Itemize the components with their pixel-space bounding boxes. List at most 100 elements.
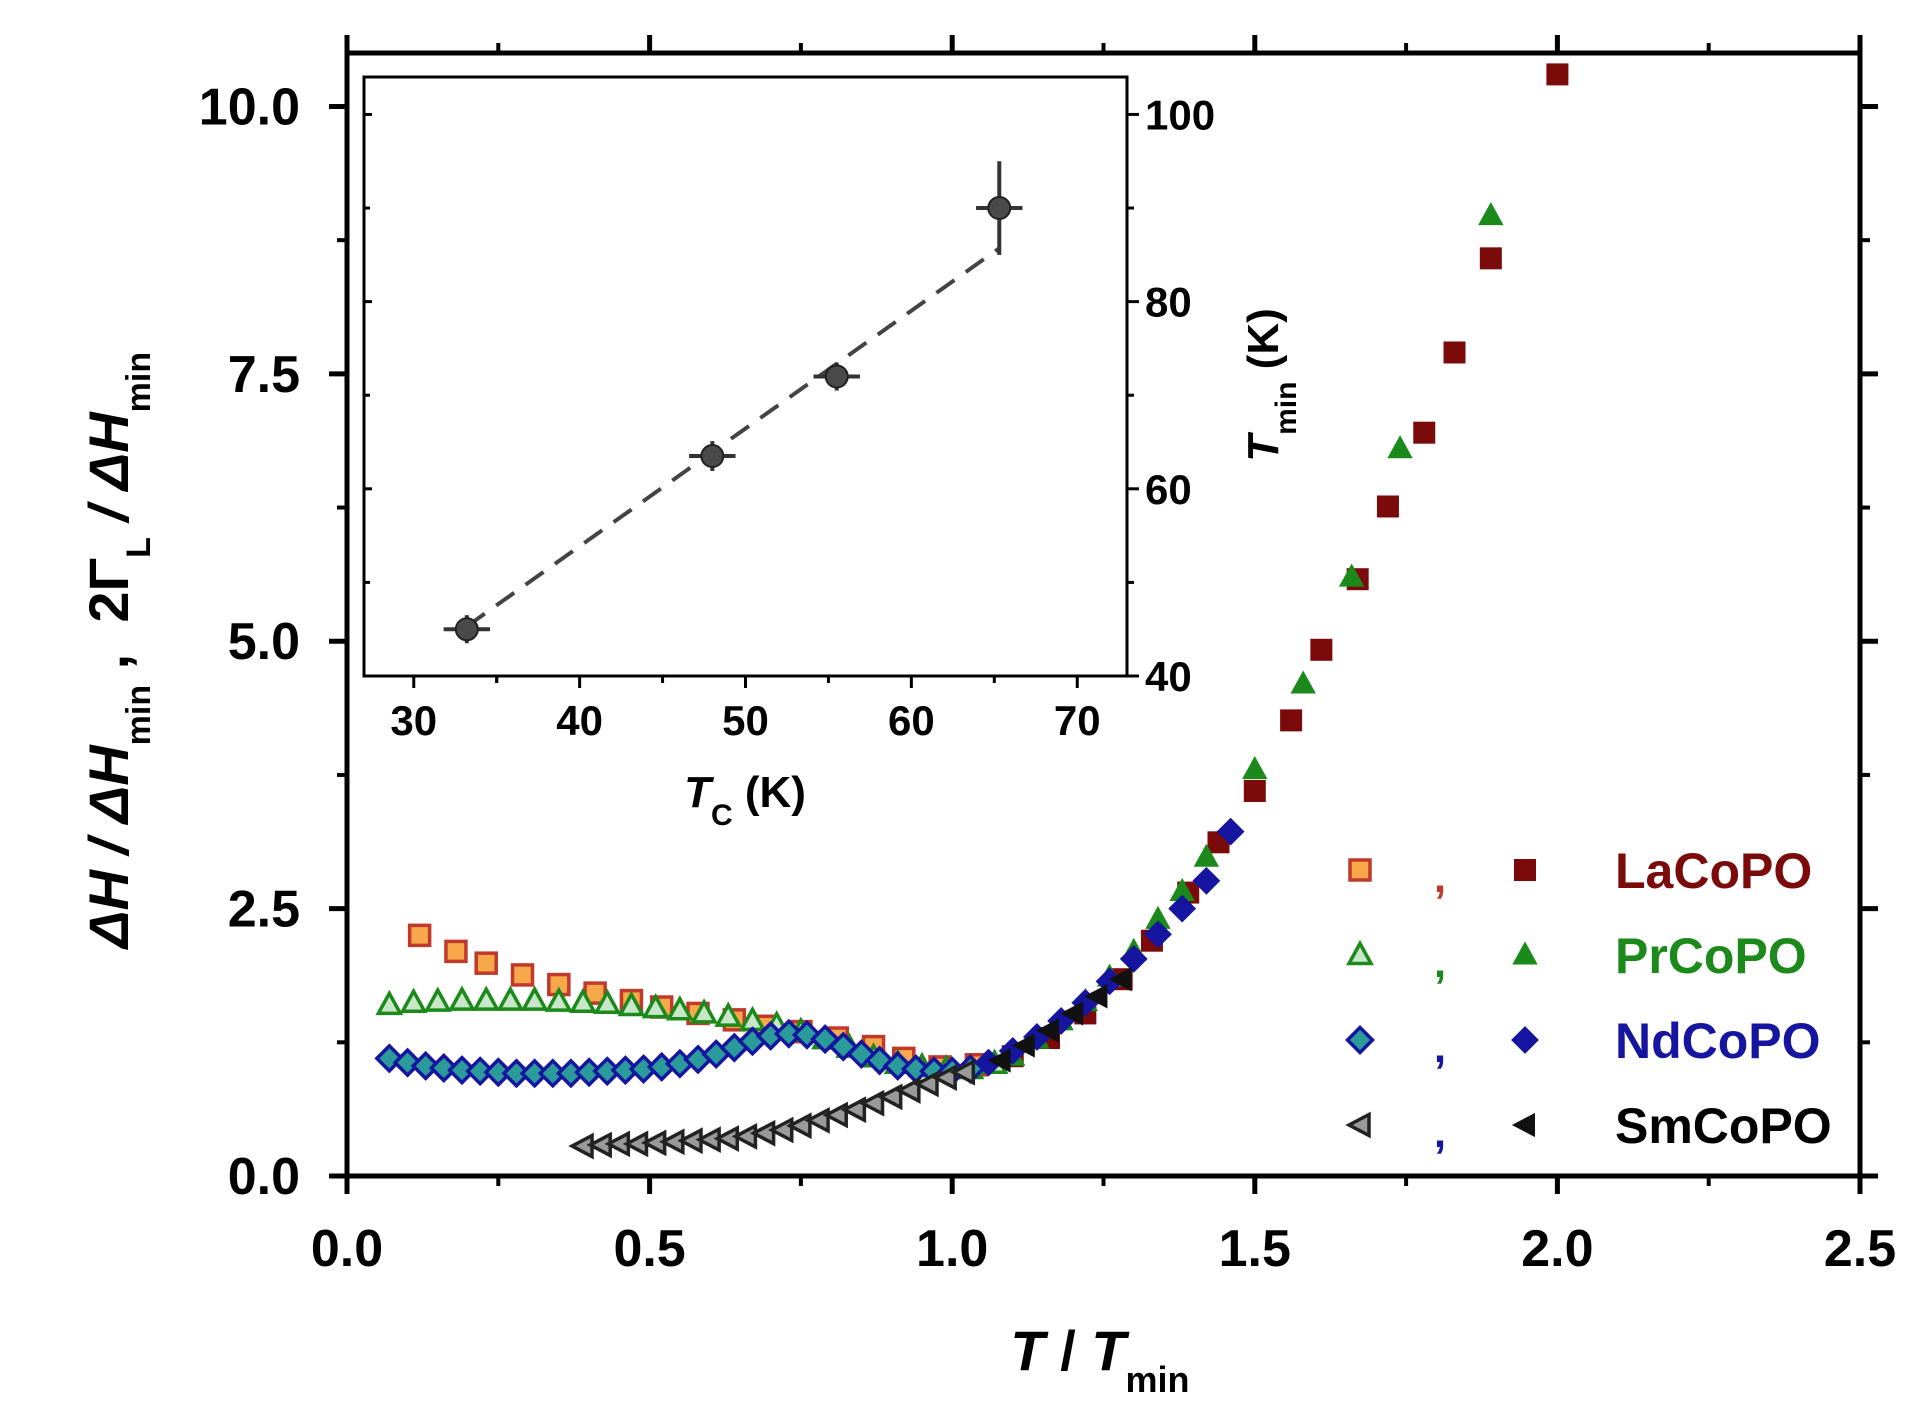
inset-marker — [454, 617, 479, 642]
main-axis-ticks — [329, 35, 1878, 1194]
data-point — [428, 1053, 459, 1083]
data-point — [410, 1050, 441, 1081]
inset-data-point — [976, 161, 1023, 255]
data-point — [1546, 63, 1569, 86]
data-point — [1060, 1001, 1084, 1026]
data-point — [1193, 843, 1220, 867]
inset-x-tick-labels: 30 40 50 60 70 — [390, 697, 1100, 744]
data-point — [1338, 563, 1365, 587]
data-point — [1280, 709, 1303, 732]
main-x-axis-title-sym: T — [1091, 1319, 1130, 1382]
data-point — [949, 1058, 976, 1086]
data-point — [913, 1070, 939, 1098]
inset-y-tick-label: 40 — [1145, 653, 1192, 700]
inset-data-point — [443, 615, 491, 644]
inset-x-axis-title-unit: (K) — [733, 768, 806, 817]
inset-y-tick-label: 100 — [1145, 91, 1215, 138]
inset-y-tick-label: 60 — [1145, 466, 1192, 513]
legend-label: NdCoPO — [1615, 1013, 1821, 1069]
main-x-axis-title: T / Tmin — [1010, 1319, 1189, 1400]
legend-marker-filled — [1514, 859, 1536, 881]
data-point — [1243, 779, 1266, 802]
inset-marker — [987, 196, 1012, 221]
inset-y-axis-title: Tmin (K) — [1239, 308, 1303, 462]
inset-marker — [700, 444, 725, 469]
inset-x-axis-title: TC (K) — [684, 768, 806, 832]
data-point — [569, 987, 597, 1013]
legend-separator: , — [1434, 853, 1446, 902]
data-point — [1168, 894, 1197, 923]
main-x-tick-labels: 0.0 0.5 1.0 1.5 2.0 2.5 — [311, 1220, 1896, 1278]
data-point — [749, 1119, 776, 1147]
inset-x-axis-title-sub: C — [711, 799, 733, 832]
inset-plot-frame — [362, 75, 1129, 678]
inset-y-axis-title-sub: min — [1270, 382, 1303, 435]
data-point — [444, 939, 468, 964]
main-x-axis-title-sub: min — [1126, 1359, 1190, 1400]
main-y-tick-label: 0.0 — [228, 1148, 300, 1206]
legend-item-ndcopo: , NdCoPO — [1345, 1013, 1821, 1072]
main-x-tick-label: 1.0 — [916, 1220, 988, 1278]
data-point — [665, 995, 694, 1021]
main-y-tick-label: 2.5 — [228, 881, 300, 939]
legend-marker-open — [1345, 1025, 1375, 1055]
series-smcopo-open — [568, 1058, 976, 1160]
data-point — [987, 1048, 1011, 1073]
data-point — [496, 985, 525, 1011]
main-y-axis-title-p2: , 2Γ — [77, 558, 140, 685]
data-point — [1084, 984, 1108, 1009]
data-point — [407, 923, 432, 948]
legend-label: LaCoPO — [1615, 843, 1812, 899]
main-y-axis-title: ΔH / ΔHmin , 2ΓL / ΔHmin — [77, 352, 158, 950]
inset-x-axis-title-sym: T — [684, 768, 714, 817]
legend-marker-open — [1348, 858, 1372, 882]
data-point — [423, 986, 452, 1012]
main-x-tick-label: 2.5 — [1824, 1220, 1896, 1278]
data-point — [617, 990, 646, 1017]
inset-series — [443, 161, 1023, 644]
data-point — [1035, 1018, 1060, 1043]
data-point — [1011, 1033, 1035, 1058]
data-point — [1144, 920, 1172, 949]
main-x-tick-label: 0.0 — [311, 1220, 383, 1278]
data-point — [1479, 247, 1502, 270]
data-point — [510, 963, 535, 987]
inset-x-tick-label: 40 — [556, 697, 603, 744]
data-point — [593, 988, 622, 1015]
legend-marker-filled — [1511, 1026, 1539, 1054]
data-point — [1387, 435, 1413, 459]
data-point — [375, 989, 404, 1016]
data-point — [1242, 756, 1268, 780]
legend-marker-open — [1346, 939, 1374, 966]
main-chart: 0.0 0.5 1.0 1.5 2.0 2.5 0.0 2.5 5.0 7.5 10.0 T / … — [77, 35, 1896, 1400]
inset-fit-line — [465, 246, 1001, 629]
legend-item-prcopo: , PrCoPO — [1346, 928, 1807, 987]
data-point — [1290, 670, 1316, 694]
data-point — [447, 1055, 477, 1086]
inset-axis-ticks — [364, 112, 1139, 688]
data-point — [1310, 638, 1333, 661]
data-point — [1413, 421, 1436, 444]
legend: , LaCoPO, PrCoPO, NdCoPO, SmCoPO — [1345, 843, 1832, 1157]
main-y-tick-label: 5.0 — [228, 613, 300, 671]
data-point — [1376, 495, 1399, 518]
data-point — [773, 1018, 804, 1049]
main-x-tick-label: 2.0 — [1521, 1220, 1593, 1278]
main-y-axis-title-p1: ΔH / ΔH — [77, 744, 140, 950]
data-point — [731, 1123, 758, 1150]
legend-item-lacopo: , LaCoPO — [1348, 843, 1812, 902]
data-point — [1478, 201, 1504, 226]
data-point — [472, 985, 501, 1011]
data-point — [767, 1116, 794, 1144]
legend-separator: , — [1434, 1108, 1446, 1157]
inset-y-axis-title-unit: (K) — [1239, 308, 1288, 381]
series-ndcopo-open — [374, 1018, 986, 1089]
data-point — [483, 1057, 514, 1088]
inset-x-tick-label: 70 — [1054, 697, 1101, 744]
data-point — [1443, 341, 1466, 364]
main-x-axis-title-sep: / — [1045, 1319, 1092, 1382]
main-series — [374, 63, 1569, 1160]
data-point — [1192, 866, 1221, 895]
